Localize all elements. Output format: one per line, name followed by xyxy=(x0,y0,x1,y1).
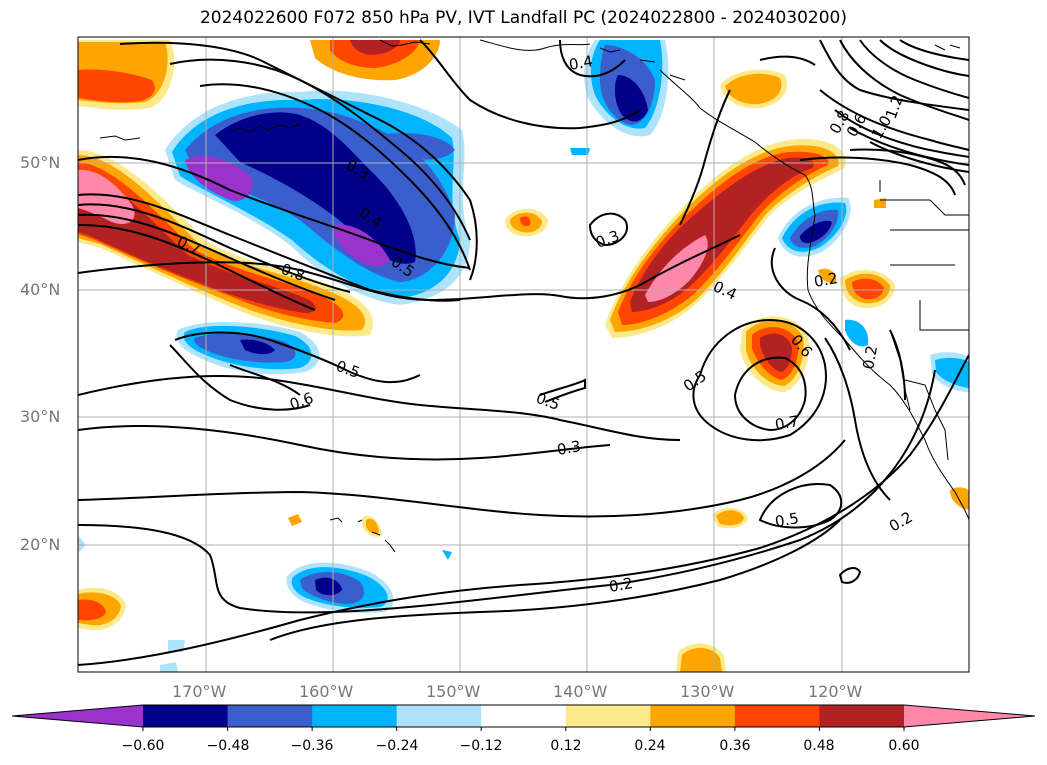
lon-label: 170°W xyxy=(172,682,227,701)
negative-anomaly-south xyxy=(286,562,394,613)
colorbar xyxy=(11,704,1036,731)
lon-label: 150°W xyxy=(426,682,481,701)
colorbar-tick-label: −0.48 xyxy=(206,738,250,754)
colorbar-tick-label: 0.60 xyxy=(888,738,920,754)
contour-label: 0.2 xyxy=(859,344,881,371)
lat-label: 40°N xyxy=(20,280,61,299)
colorbar-extend-min xyxy=(12,705,143,727)
ivt-contours xyxy=(78,39,969,666)
contour-label: 0.7 xyxy=(774,412,801,434)
colorbar-segment xyxy=(481,705,567,727)
contour-label: 0.2 xyxy=(813,269,840,291)
colorbar-tick-label: 0.12 xyxy=(550,738,582,754)
contour-label: 0.4 xyxy=(568,52,595,74)
contour-label: 0.3 xyxy=(556,437,583,459)
colorbar-tick-label: −0.12 xyxy=(459,738,503,754)
lat-label: 20°N xyxy=(20,535,61,554)
colorbar-segment xyxy=(650,705,736,727)
colorbar-tick-label: −0.36 xyxy=(290,738,334,754)
lon-label: 120°W xyxy=(808,682,863,701)
negative-anomaly-alaska xyxy=(570,40,669,155)
colorbar-segment xyxy=(734,705,820,727)
colorbar-segment xyxy=(312,705,398,727)
lon-label: 160°W xyxy=(299,682,354,701)
lon-label: 140°W xyxy=(553,682,608,701)
positive-anomaly-subtropical xyxy=(505,198,895,392)
colorbar-segment xyxy=(227,705,313,727)
contour-label: 0.5 xyxy=(774,509,801,531)
negative-anomaly-california xyxy=(778,197,969,392)
colorbar-segment xyxy=(819,705,905,727)
positive-anomaly-atmospheric-river xyxy=(605,139,846,338)
lat-label: 30°N xyxy=(20,407,61,426)
map-content: 0.4 0.3 0.4 0.5 0.7 0.8 0.5 0.6 0.5 0.3 … xyxy=(78,37,969,672)
colorbar-tick-label: 0.48 xyxy=(803,738,835,754)
coastlines xyxy=(99,39,969,553)
colorbar-tick-label: −0.24 xyxy=(375,738,419,754)
lat-label: 50°N xyxy=(20,153,61,172)
map-gridlines xyxy=(78,37,969,672)
colorbar-segment xyxy=(143,705,229,727)
colorbar-tick-label: −0.60 xyxy=(121,738,165,754)
colorbar-extend-max xyxy=(904,705,1035,727)
map-title: 2024022600 F072 850 hPa PV, IVT Landfall… xyxy=(199,8,847,28)
lon-label: 130°W xyxy=(680,682,735,701)
colorbar-tick-label: 0.24 xyxy=(634,738,666,754)
positive-anomaly-top-left xyxy=(78,40,440,110)
colorbar-segment xyxy=(565,705,651,727)
map-frame xyxy=(77,36,970,673)
colorbar-segment xyxy=(396,705,482,727)
positive-anomaly-top-right xyxy=(720,69,788,109)
colorbar-tick-label: 0.36 xyxy=(719,738,751,754)
contour-label: 0.2 xyxy=(608,574,635,596)
